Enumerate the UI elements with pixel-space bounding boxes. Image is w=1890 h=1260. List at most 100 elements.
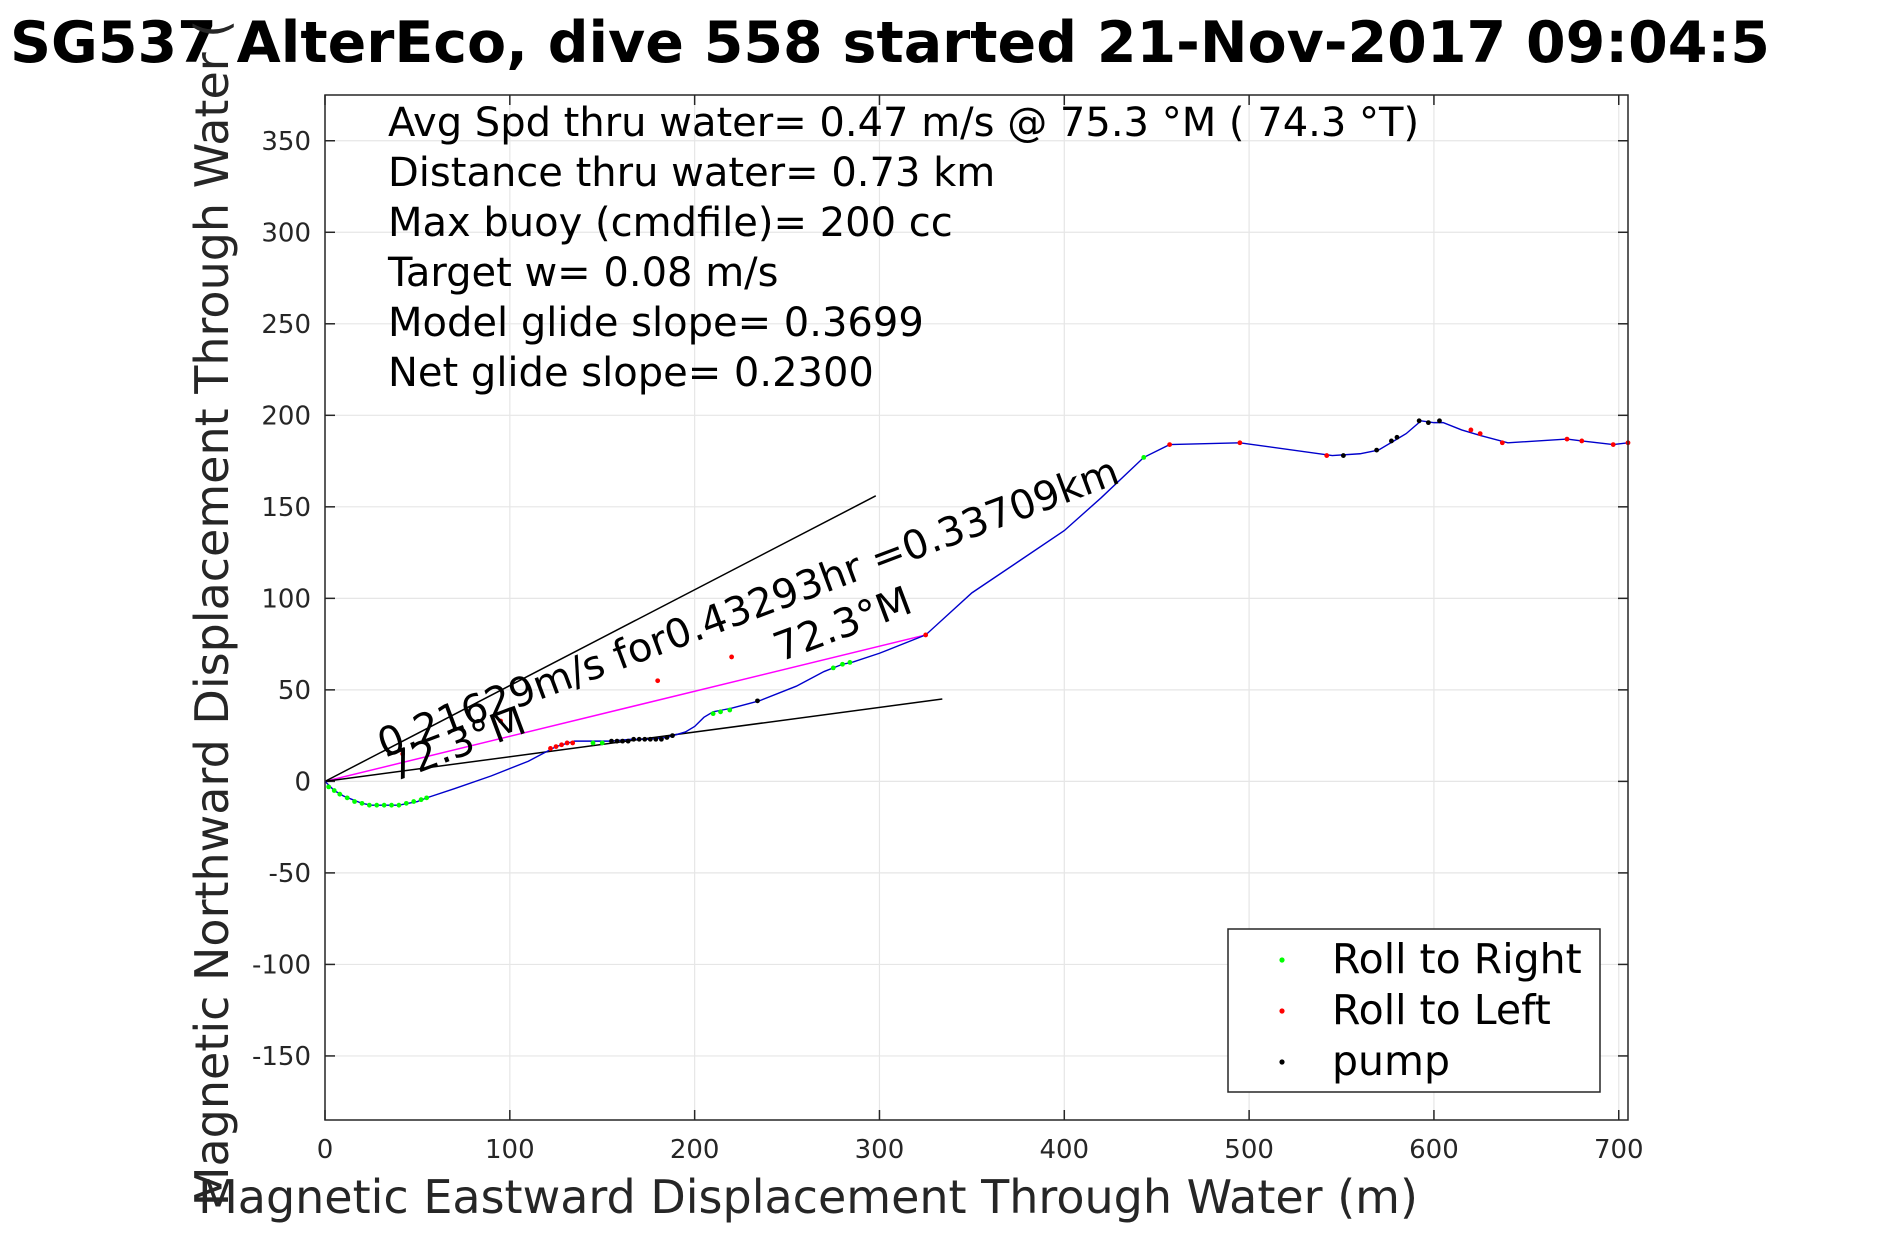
- x-tick-label: 400: [1039, 1135, 1089, 1165]
- roll-to-left-point: [1477, 431, 1483, 437]
- roll-to-right-point: [710, 711, 716, 717]
- x-axis-label: Magnetic Eastward Displacement Through W…: [198, 1170, 1418, 1224]
- roll-to-left-point: [923, 632, 929, 638]
- stats-text-block: Avg Spd thru water= 0.47 m/s @ 75.3 °M (…: [387, 100, 1419, 396]
- roll-to-right-point: [727, 707, 733, 713]
- pump-point: [620, 738, 625, 744]
- legend: Roll to Right Roll to Left pump: [1227, 928, 1601, 1093]
- y-tick-label: 0: [294, 767, 311, 797]
- roll-to-left-point: [1324, 453, 1330, 458]
- pump-point: [1374, 447, 1380, 453]
- chart-title: SG537 AlterEco, dive 558 started 21-Nov-…: [10, 10, 1770, 76]
- roll-to-left-point: [1610, 442, 1616, 447]
- roll-to-right-point: [344, 795, 350, 801]
- roll-to-left-point: [1468, 427, 1474, 433]
- pump-point: [1437, 418, 1442, 424]
- legend-box: [1227, 928, 1601, 1093]
- y-tick-label: 250: [261, 310, 311, 340]
- y-tick-label: -50: [269, 859, 311, 889]
- roll-to-left-point: [1167, 442, 1173, 447]
- stats-net-glide-slope: Net glide slope= 0.2300: [388, 350, 874, 396]
- plot-frame: [324, 94, 1629, 1121]
- stats-target-w: Target w= 0.08 m/s: [387, 250, 778, 296]
- pump-point: [636, 736, 642, 742]
- roll-to-left-point: [1499, 440, 1505, 446]
- roll-to-left-point: [553, 744, 559, 750]
- x-tick-label: 600: [1409, 1135, 1459, 1165]
- roll-to-right-point: [718, 709, 723, 715]
- marker-series: [326, 418, 1631, 808]
- roll-to-left-point: [498, 718, 503, 724]
- x-tick-label: 200: [670, 1135, 720, 1165]
- roll-to-left-point: [729, 654, 735, 660]
- x-tick-label: 0: [317, 1135, 334, 1165]
- bearing-line-upper: [324, 495, 877, 783]
- pump-point: [625, 738, 631, 744]
- roll-to-left-point: [570, 740, 576, 746]
- pump-point: [642, 736, 648, 742]
- pump-point: [1394, 434, 1400, 440]
- roll-to-right-point: [424, 795, 430, 801]
- roll-to-right-point: [359, 800, 365, 806]
- pump-point: [755, 698, 760, 704]
- roll-to-right-point: [337, 791, 343, 797]
- x-tick-label: 700: [1594, 1135, 1644, 1165]
- roll-to-left-point: [400, 751, 406, 757]
- y-tick-label: 350: [261, 127, 311, 157]
- legend-marker-roll-right: [1279, 957, 1285, 963]
- roll-to-left-point: [655, 678, 661, 684]
- y-tick-label: 50: [278, 676, 311, 706]
- stats-max-buoy: Max buoy (cmdfile)= 200 cc: [388, 200, 953, 246]
- y-axis-ticks: -150 -100 -50 0 50 100 150 200 250 300 350: [252, 127, 1628, 1072]
- pump-point: [1416, 418, 1422, 424]
- pump-point: [658, 736, 664, 742]
- y-tick-label: -100: [252, 950, 311, 980]
- stats-distance: Distance thru water= 0.73 km: [388, 150, 995, 196]
- legend-label-roll-left: Roll to Left: [1332, 986, 1551, 1034]
- roll-to-left-point: [1564, 436, 1570, 442]
- roll-to-right-point: [599, 740, 605, 746]
- roll-to-right-point: [374, 802, 380, 808]
- y-tick-label: 300: [261, 218, 311, 248]
- pump-point: [1340, 453, 1346, 458]
- roll-to-right-point: [830, 665, 836, 671]
- roll-to-right-point: [396, 802, 402, 808]
- roll-to-left-point: [1579, 438, 1585, 444]
- legend-label-pump: pump: [1332, 1037, 1450, 1085]
- roll-to-right-point: [326, 784, 332, 790]
- roll-to-right-point: [389, 802, 394, 808]
- y-tick-label: 100: [261, 584, 311, 614]
- pump-point: [647, 736, 653, 742]
- roll-to-right-point: [403, 800, 409, 806]
- roll-to-right-point: [840, 661, 845, 667]
- x-tick-label: 100: [485, 1135, 535, 1165]
- legend-marker-pump: [1279, 1059, 1285, 1065]
- y-axis-label: Magnetic Northward Displacement Through …: [185, 20, 239, 1206]
- pump-point: [1425, 420, 1431, 426]
- pump-point: [609, 738, 614, 744]
- pump-point: [664, 735, 670, 740]
- pump-point: [1389, 438, 1394, 444]
- roll-to-right-point: [366, 802, 372, 808]
- roll-to-right-point: [1141, 455, 1147, 460]
- roll-to-right-point: [590, 740, 596, 746]
- pump-point: [653, 736, 659, 742]
- roll-to-right-point: [352, 799, 357, 804]
- y-tick-label: 150: [261, 493, 311, 523]
- roll-to-left-point: [1237, 440, 1243, 446]
- roll-to-left-point: [559, 742, 564, 748]
- roll-to-left-point: [548, 746, 553, 751]
- roll-to-right-point: [418, 797, 424, 803]
- roll-to-right-point: [847, 660, 853, 665]
- pump-point: [670, 733, 675, 739]
- y-tick-label: 200: [261, 401, 311, 431]
- y-tick-label: -150: [252, 1042, 311, 1072]
- pump-point: [631, 736, 637, 742]
- stats-model-glide-slope: Model glide slope= 0.3699: [388, 300, 924, 346]
- roll-to-right-point: [381, 802, 387, 808]
- roll-to-right-point: [411, 799, 417, 804]
- x-tick-label: 300: [855, 1135, 905, 1165]
- pump-point: [614, 738, 620, 744]
- legend-label-roll-right: Roll to Right: [1332, 935, 1582, 983]
